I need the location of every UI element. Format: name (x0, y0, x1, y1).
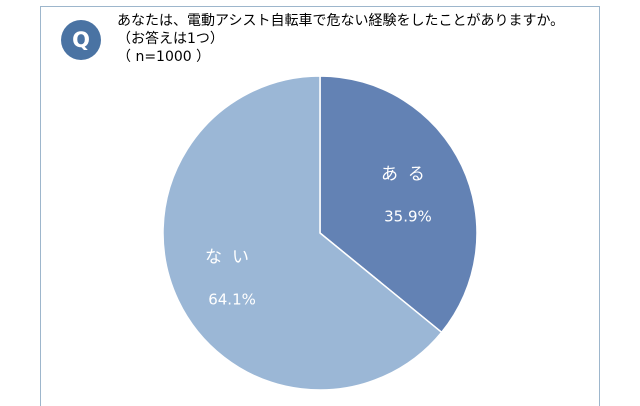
slice-category-label-2: ない (205, 248, 259, 268)
panel-frame (40, 6, 600, 406)
slice-value-label-2: 64.1% (208, 291, 256, 309)
question-text: あなたは、電動アシスト自転車で危ない経験をしたことがありますか。 （お答えは1つ… (117, 12, 564, 66)
pie-slice-1 (319, 75, 478, 334)
question-badge: Q (61, 20, 101, 60)
question-line-1: あなたは、電動アシスト自転車で危ない経験をしたことがありますか。 (117, 13, 565, 29)
question-line-2: （お答えは1つ） (117, 31, 224, 47)
pie-slice-2 (162, 75, 443, 391)
question-line-3: （ n=1000 ） (117, 49, 211, 65)
slice-value-label-1: 35.9% (384, 207, 432, 225)
slice-category-label-1: ある (381, 164, 435, 184)
